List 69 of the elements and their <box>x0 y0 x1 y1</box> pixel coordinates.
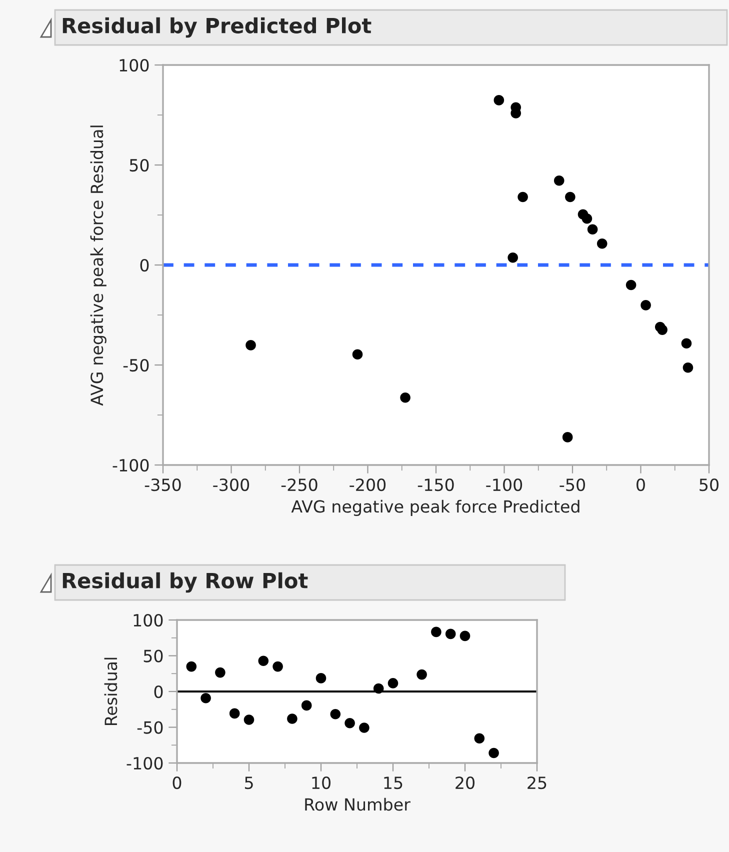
point <box>287 714 298 724</box>
point <box>445 628 456 640</box>
y-axis-title: Residual <box>104 658 118 726</box>
point <box>554 175 564 186</box>
x-tick-label: 0 <box>172 776 182 790</box>
point <box>272 661 283 672</box>
point <box>388 678 398 688</box>
point <box>330 708 341 720</box>
point <box>344 718 355 728</box>
y-tick-label: 50 <box>144 650 163 662</box>
x-tick-label: -50 <box>560 478 586 492</box>
x-axis-title: AVG negative peak force Predicted <box>291 500 580 516</box>
x-tick-label: 25 <box>528 776 546 790</box>
point <box>200 693 211 704</box>
point <box>582 213 592 224</box>
x-tick-label: -150 <box>418 478 454 492</box>
y-tick-label: -100 <box>112 458 149 472</box>
point <box>518 192 528 202</box>
point <box>596 238 608 249</box>
point <box>416 669 427 680</box>
x-tick-label: 15 <box>384 776 402 790</box>
point <box>460 630 470 642</box>
x-tick-label: -300 <box>213 478 250 492</box>
point <box>626 280 636 290</box>
point <box>258 656 269 666</box>
y-tick-label: 50 <box>130 158 149 172</box>
x-axis-title: Row Number <box>305 798 410 811</box>
x-tick-label: 20 <box>456 776 474 790</box>
point <box>494 95 504 106</box>
x-tick-label: 50 <box>700 478 718 492</box>
point <box>359 722 370 733</box>
point <box>244 714 254 725</box>
y-tick-label: -100 <box>126 756 163 770</box>
point <box>682 362 694 373</box>
point <box>657 324 668 335</box>
point <box>565 192 576 202</box>
point <box>508 252 518 263</box>
y-tick-label: 0 <box>140 258 149 272</box>
y-tick-label: 0 <box>154 685 163 698</box>
y-tick-label: 100 <box>120 58 149 72</box>
point <box>640 300 651 310</box>
y-tick-label: -50 <box>137 721 163 734</box>
chart-title: Residual by Predicted Plot <box>62 17 372 38</box>
point <box>431 626 442 638</box>
point <box>246 340 256 350</box>
point <box>301 700 312 711</box>
point <box>352 349 363 360</box>
point <box>316 673 326 684</box>
x-tick-label: 10 <box>312 776 330 790</box>
point <box>474 733 485 744</box>
point <box>562 432 573 442</box>
x-tick-label: -250 <box>281 478 318 492</box>
x-tick-label: -350 <box>144 478 181 492</box>
point <box>186 661 197 672</box>
x-tick-label: -100 <box>486 478 522 492</box>
chart-title: Residual by Row Plot <box>62 572 308 593</box>
point <box>488 748 499 758</box>
x-tick-label: 5 <box>244 776 253 790</box>
x-tick-label: -200 <box>350 478 386 492</box>
point <box>681 338 692 349</box>
y-tick-label: -50 <box>123 358 149 372</box>
x-tick-label: 0 <box>636 478 645 492</box>
point <box>229 708 240 719</box>
point <box>400 392 410 403</box>
y-axis-title: AVG negative peak force Residual <box>90 126 106 406</box>
y-tick-label: 100 <box>134 614 163 627</box>
point <box>373 683 384 694</box>
point <box>215 667 226 678</box>
point <box>587 224 598 235</box>
